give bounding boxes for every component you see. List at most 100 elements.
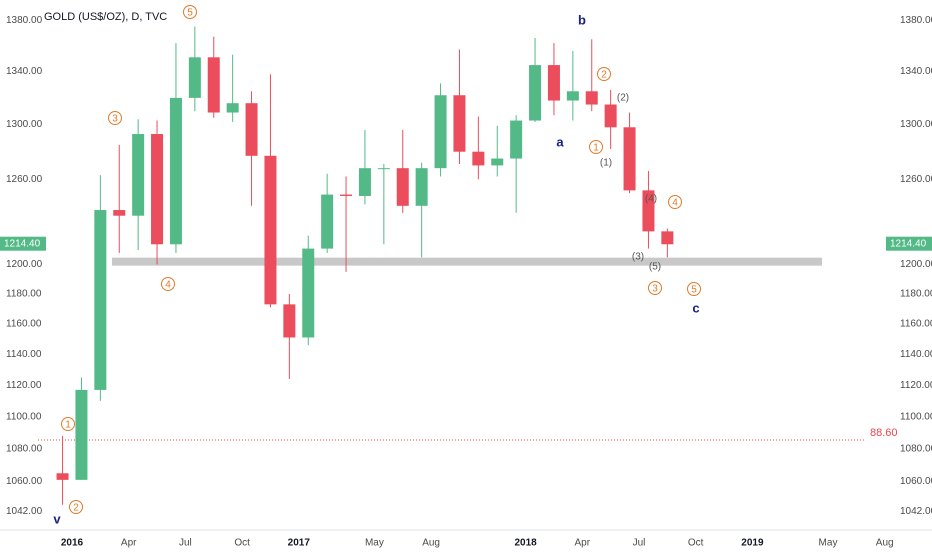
y-tick-label-right: 1060.00 — [900, 476, 932, 487]
x-tick-label: 2019 — [741, 538, 764, 549]
x-tick-label: Aug — [422, 538, 440, 549]
wave-label: 4 — [672, 198, 678, 209]
wave-circle — [597, 67, 611, 81]
y-tick-label-right: 1260.00 — [900, 174, 932, 185]
wave-label: c — [692, 300, 699, 315]
wave-label: a — [556, 134, 564, 149]
y-tick-label: 1340.00 — [6, 66, 43, 77]
candle-body — [453, 95, 466, 152]
candle-body — [661, 231, 674, 245]
y-tick-label: 1160.00 — [6, 318, 42, 329]
wave-label: 1 — [65, 420, 71, 431]
y-tick-label-right: 1042.00 — [900, 506, 932, 517]
candle-body — [264, 155, 277, 305]
candle-body — [510, 120, 523, 159]
wave-label: 5 — [187, 8, 193, 19]
x-tick-label: Jul — [179, 538, 192, 549]
wave-circle — [161, 277, 175, 291]
candle-body — [340, 194, 353, 196]
alert-label: 88.60 — [870, 427, 898, 439]
y-tick-label: 1120.00 — [6, 380, 42, 391]
y-tick-label-right: 1300.00 — [900, 119, 932, 130]
y-tick-label-right: 1200.00 — [900, 259, 932, 270]
wave-label: (4) — [645, 194, 657, 205]
candle-body — [188, 57, 201, 98]
candle-body — [566, 91, 579, 101]
y-tick-label: 1380.00 — [6, 15, 43, 26]
y-tick-label: 1080.00 — [6, 443, 43, 454]
x-tick-label: 2018 — [514, 538, 537, 549]
candle-body — [377, 168, 390, 170]
wave-label: (3) — [632, 252, 644, 263]
candle-body — [623, 127, 636, 191]
y-tick-label-right: 1120.00 — [900, 380, 932, 391]
wave-label: (2) — [617, 93, 629, 104]
candle-body — [169, 97, 182, 245]
x-tick-label: Jul — [633, 538, 646, 549]
candle-body — [151, 134, 164, 245]
x-tick-label: Aug — [876, 538, 894, 549]
candle-body — [226, 103, 239, 113]
last-price-right: 1214.40 — [890, 238, 927, 249]
y-tick-label: 1200.00 — [6, 259, 43, 270]
wave-label: 3 — [112, 114, 118, 125]
candle-body — [245, 103, 258, 156]
y-tick-label: 1140.00 — [6, 349, 42, 360]
candle-body — [604, 104, 617, 128]
x-tick-label: 2016 — [61, 538, 84, 549]
wave-label: b — [578, 12, 586, 27]
candle-body — [396, 168, 409, 206]
wave-label: v — [53, 511, 61, 526]
wave-circle — [61, 417, 75, 431]
candle-body — [302, 248, 315, 338]
candle-body — [283, 304, 296, 338]
candle-body — [56, 473, 69, 480]
wave-label: 2 — [73, 503, 79, 514]
x-tick-label: Oct — [688, 538, 704, 549]
x-tick-label: Apr — [575, 538, 591, 549]
y-tick-label: 1260.00 — [6, 174, 43, 185]
x-tick-label: May — [819, 538, 838, 549]
candle-body — [472, 151, 485, 166]
y-tick-label-right: 1180.00 — [900, 289, 932, 300]
wave-label: (1) — [600, 158, 612, 169]
wave-circle — [668, 195, 682, 209]
y-tick-label: 1042.00 — [6, 506, 43, 517]
wave-circle — [108, 111, 122, 125]
wave-label: 2 — [601, 70, 607, 81]
y-tick-label: 1180.00 — [6, 289, 42, 300]
candle-body — [132, 134, 145, 216]
x-tick-label: Oct — [234, 538, 250, 549]
support-band — [112, 257, 822, 266]
y-tick-label-right: 1140.00 — [900, 349, 932, 360]
x-tick-label: 2017 — [288, 538, 311, 549]
candle-body — [642, 190, 655, 232]
candle-body — [358, 168, 371, 196]
x-tick-label: May — [365, 538, 384, 549]
last-price-left: 1214.40 — [4, 238, 41, 249]
y-tick-label-right: 1100.00 — [900, 411, 932, 422]
wave-label: 4 — [165, 280, 171, 291]
candle-body — [207, 57, 220, 113]
candle-body — [585, 91, 598, 105]
y-tick-label: 1300.00 — [6, 119, 43, 130]
wave-label: (5) — [649, 262, 661, 273]
x-tick-label: Apr — [121, 538, 137, 549]
candle-body — [75, 389, 88, 480]
last-price-right-box — [886, 236, 932, 251]
candle-body — [434, 95, 447, 169]
wave-circle — [687, 282, 701, 296]
wave-circle — [69, 500, 83, 514]
wave-label: 5 — [691, 285, 697, 296]
y-tick-label: 1100.00 — [6, 411, 42, 422]
wave-circle — [589, 140, 603, 154]
candle-body — [415, 168, 428, 206]
candle-body — [113, 210, 126, 216]
candle-body — [94, 210, 107, 390]
candle-body — [529, 65, 542, 121]
candle-body — [547, 65, 560, 101]
y-tick-label-right: 1160.00 — [900, 318, 932, 329]
last-price-left-box — [0, 236, 46, 251]
